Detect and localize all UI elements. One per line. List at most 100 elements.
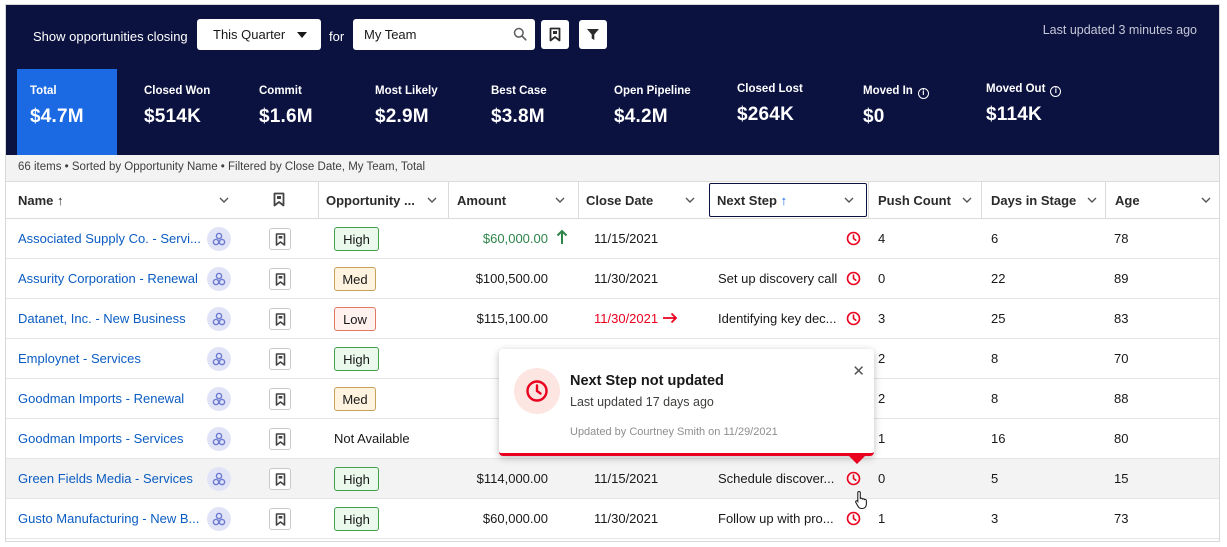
cursor-hand-icon <box>855 490 867 510</box>
col-amount[interactable]: Amount <box>448 182 578 219</box>
opportunity-name-link[interactable]: Associated Supply Co. - Servi... <box>18 231 201 246</box>
chevron-down-icon[interactable] <box>1086 194 1098 206</box>
amount-value: $100,500.00 <box>475 271 548 286</box>
col-name[interactable]: Name ↑ <box>18 182 236 219</box>
kpi-label: Open Pipeline <box>614 85 691 97</box>
avatar-glyph <box>212 392 226 406</box>
bookmark-icon <box>273 192 285 207</box>
col-push-count[interactable]: Push Count <box>868 182 981 219</box>
chevron-down-icon[interactable] <box>554 194 566 206</box>
opportunity-name-link[interactable]: Assurity Corporation - Renewal <box>18 271 198 286</box>
avatar-icon[interactable] <box>207 507 231 531</box>
opportunity-name-link[interactable]: Goodman Imports - Renewal <box>18 391 185 406</box>
amount-value: $115,100.00 <box>476 311 548 326</box>
push-count-value: 1 <box>878 431 886 446</box>
col-close-date[interactable]: Close Date <box>578 182 709 219</box>
list-info-line: 66 items • Sorted by Opportunity Name • … <box>6 155 1219 181</box>
avatar-icon[interactable] <box>207 347 231 371</box>
table-row[interactable]: Gusto Manufacturing - New B... High $60,00… <box>6 499 1219 539</box>
chevron-down-icon[interactable] <box>218 194 230 206</box>
chevron-down-icon[interactable] <box>961 194 973 206</box>
kpi-commit[interactable]: Commit $1.6M <box>246 69 346 155</box>
push-count-value: 2 <box>878 391 886 406</box>
clock-icon[interactable] <box>846 471 861 486</box>
next-step-value: Identifying key dec... <box>718 311 837 326</box>
opportunity-name-link[interactable]: Datanet, Inc. - New Business <box>18 311 186 326</box>
kpi-total[interactable]: Total $4.7M <box>17 69 117 155</box>
col-days-in-stage-label: Days in Stage <box>991 193 1077 208</box>
avatar-icon[interactable] <box>207 387 231 411</box>
age-value: 88 <box>1114 391 1129 406</box>
filter-button[interactable] <box>579 20 607 49</box>
age-value: 70 <box>1114 351 1129 366</box>
table-row[interactable]: Associated Supply Co. - Servi... High $60,… <box>6 219 1219 259</box>
chevron-down-icon[interactable] <box>684 194 696 206</box>
active-tile-pointer <box>55 149 69 155</box>
bookmark-toggle[interactable] <box>269 388 291 410</box>
clock-icon[interactable] <box>846 511 861 526</box>
kpi-closed-won[interactable]: Closed Won $514K <box>133 69 233 155</box>
opportunity-name-link[interactable]: Employnet - Services <box>18 351 141 366</box>
col-age[interactable]: Age <box>1105 182 1219 219</box>
show-label: Show opportunities closing <box>33 29 188 44</box>
col-opportunity[interactable]: Opportunity ... <box>318 182 448 219</box>
kpi-moved-in[interactable]: Moved In i $0 <box>851 69 961 155</box>
avatar-icon[interactable] <box>207 267 231 291</box>
popover-subtitle: Last updated 17 days ago <box>570 395 714 409</box>
avatar-icon[interactable] <box>207 307 231 331</box>
chevron-down-icon[interactable] <box>426 194 438 206</box>
opportunity-name-link[interactable]: Goodman Imports - Services <box>18 431 184 446</box>
bookmark-toggle[interactable] <box>269 428 291 450</box>
days-in-stage-value: 8 <box>991 351 999 366</box>
avatar-icon[interactable] <box>207 227 231 251</box>
col-push-count-label: Push Count <box>878 193 951 208</box>
avatar-icon[interactable] <box>207 467 231 491</box>
opportunity-name-link[interactable]: Green Fields Media - Services <box>18 471 193 486</box>
likelihood-text: Not Available <box>334 431 410 446</box>
kpi-moved-out[interactable]: Moved Out i $114K <box>974 69 1084 155</box>
avatar-icon[interactable] <box>207 427 231 451</box>
avatar-glyph <box>212 232 226 246</box>
period-value: This Quarter <box>213 27 286 42</box>
bookmark-toggle[interactable] <box>269 268 291 290</box>
bookmark-toggle[interactable] <box>269 348 291 370</box>
next-step-value: Schedule discover... <box>718 471 835 486</box>
clock-icon[interactable] <box>846 271 861 286</box>
bookmark-toggle[interactable] <box>269 228 291 250</box>
kpi-most-likely[interactable]: Most Likely $2.9M <box>362 69 462 155</box>
bookmark-toggle[interactable] <box>269 508 291 530</box>
days-in-stage-value: 8 <box>991 391 999 406</box>
col-days-in-stage[interactable]: Days in Stage <box>981 182 1105 219</box>
amount-value: $114,000.00 <box>476 471 548 486</box>
period-select[interactable]: This Quarter <box>197 19 321 50</box>
bookmark-button[interactable] <box>541 20 569 49</box>
kpi-open-pipeline[interactable]: Open Pipeline $4.2M <box>603 69 713 155</box>
table-row[interactable]: Green Fields Media - Services High $114,00… <box>6 459 1219 499</box>
kpi-value: $1.6M <box>259 106 313 127</box>
bookmark-toggle[interactable] <box>269 308 291 330</box>
clock-icon[interactable] <box>846 311 861 326</box>
chevron-down-icon[interactable] <box>843 194 855 206</box>
kpi-closed-lost[interactable]: Closed Lost $264K <box>724 69 824 155</box>
kpi-best-case[interactable]: Best Case $3.8M <box>480 69 580 155</box>
clock-icon[interactable] <box>846 231 861 246</box>
table-row[interactable]: Assurity Corporation - Renewal Med $100,50… <box>6 259 1219 299</box>
team-search-input[interactable]: My Team <box>353 19 535 50</box>
popover-tail <box>849 456 865 464</box>
bookmark-toggle[interactable] <box>269 468 291 490</box>
clock-icon <box>526 380 548 402</box>
bookmark-glyph <box>275 313 286 326</box>
col-next-step[interactable]: Next Step ↑ <box>709 183 867 217</box>
info-icon[interactable]: i <box>1050 86 1062 97</box>
close-date-value: 11/30/2021 <box>594 311 659 326</box>
info-icon[interactable]: i <box>917 88 929 99</box>
chevron-down-icon[interactable] <box>1200 194 1212 206</box>
avatar-glyph <box>212 312 226 326</box>
close-icon[interactable]: ✕ <box>852 363 865 380</box>
col-bookmark[interactable] <box>272 182 302 219</box>
col-name-label: Name <box>18 193 54 208</box>
opportunity-name-link[interactable]: Gusto Manufacturing - New B... <box>18 511 200 526</box>
table-row[interactable]: Datanet, Inc. - New Business Low $115,100.… <box>6 299 1219 339</box>
